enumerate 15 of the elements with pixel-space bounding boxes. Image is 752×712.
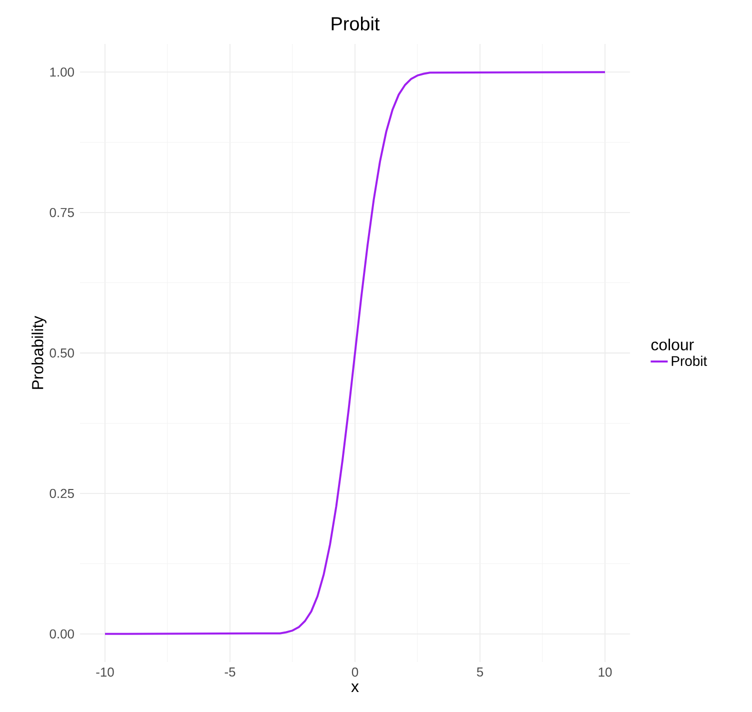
x-tick-label: 5 <box>476 668 484 677</box>
chart-title: Probit <box>332 16 380 30</box>
x-tick-label: -10 <box>96 668 114 677</box>
x-axis-title: x <box>351 684 359 692</box>
x-tick-label: 10 <box>598 668 612 677</box>
legend-label: Probit <box>672 356 708 366</box>
y-tick-label: 0.00 <box>50 629 74 638</box>
x-tick-label: 0 <box>352 668 358 677</box>
y-tick-label: 0.50 <box>50 348 74 358</box>
x-tick-label: -5 <box>224 668 236 677</box>
y-tick-label: 1.00 <box>50 67 74 77</box>
y-tick-label: 0.75 <box>50 208 74 218</box>
legend-title: colour <box>651 338 694 350</box>
y-axis-title: Probability <box>32 316 46 389</box>
y-tick-label: 0.25 <box>50 488 74 498</box>
